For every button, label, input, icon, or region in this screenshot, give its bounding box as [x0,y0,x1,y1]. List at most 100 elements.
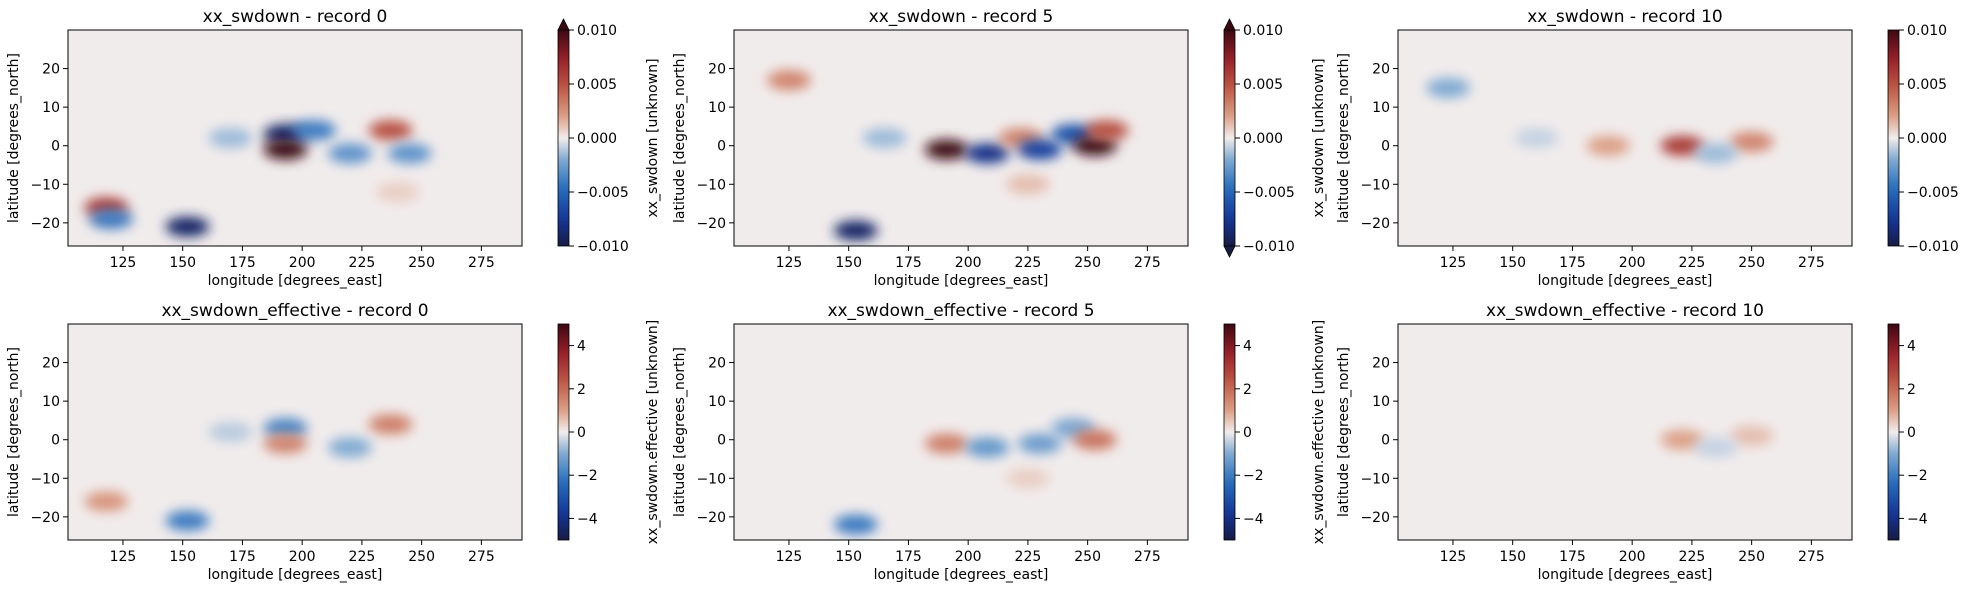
x-tick-label: 200 [289,255,316,271]
field-feature-4 [1072,429,1117,450]
x-tick-label: 275 [468,549,495,565]
colorbar-tick-label: 0.005 [1907,77,1947,93]
y-tick-label: 0 [51,139,60,155]
x-axis-label: longitude [degrees_east] [208,567,383,583]
x-tick-label: 250 [1074,255,1101,271]
x-tick-label: 175 [1559,255,1586,271]
x-tick-label: 150 [835,549,862,565]
chart-panel-4: 125 150 175 200 225 250 275−20−1001020xx_swdow… [672,301,1327,583]
y-tick-label: 20 [708,62,726,78]
colorbar-tick-label: 0.010 [1907,23,1947,39]
field-layer [1426,77,1774,164]
field-feature-5 [833,514,878,535]
y-tick-label: 0 [1381,433,1390,449]
field-feature-4 [327,143,372,164]
field-feature-0 [924,433,969,454]
x-tick-label: 275 [468,255,495,271]
colorbar-tick-label: −0.010 [1243,239,1295,255]
colorbar-tick-label: 2 [1907,382,1916,398]
x-tick-label: 225 [1679,255,1706,271]
x-tick-label: 125 [1440,549,1467,565]
y-axis-label: latitude [degrees_north] [672,347,688,517]
y-tick-label: −10 [696,177,726,193]
x-tick-label: 125 [1440,255,1467,271]
field-feature-3 [368,120,413,141]
x-tick-label: 250 [408,255,435,271]
x-tick-label: 150 [1499,255,1526,271]
field-feature-0 [1660,429,1705,450]
colorbar-tick-label: 2 [1243,382,1252,398]
y-tick-label: 20 [1372,62,1390,78]
field-feature-9 [208,128,253,148]
plot-frame [733,29,1189,247]
x-axis-label: longitude [degrees_east] [874,567,1049,583]
x-tick-label: 150 [1499,549,1526,565]
y-tick-label: −20 [696,216,726,232]
colorbar-tick-label: −2 [1243,468,1264,484]
colorbar-extend-max [1223,18,1236,31]
x-tick-label: 225 [1679,549,1706,565]
field-feature-2 [368,414,413,435]
x-tick-label: 225 [349,255,376,271]
field-layer [1660,425,1774,458]
colorbar-tick-label: 0.010 [577,23,617,39]
plot-frame [67,29,523,247]
y-axis-label: latitude [degrees_north] [1336,53,1352,223]
chart-title: xx_swdown_effective - record 5 [827,301,1094,321]
x-tick-label: 225 [349,549,376,565]
chart-title: xx_swdown_effective - record 0 [161,301,428,321]
field-feature-9 [1005,174,1050,195]
field-feature-4 [1426,77,1471,98]
y-tick-label: 20 [708,356,726,372]
y-tick-label: −10 [30,471,60,487]
field-feature-6 [1005,468,1050,489]
x-tick-label: 225 [1015,255,1042,271]
colorbar-tick-label: 0.000 [1907,131,1947,147]
x-tick-label: 125 [110,255,137,271]
colorbar-gradient [1887,29,1900,247]
x-tick-label: 200 [955,549,982,565]
plot-background [734,324,1188,540]
y-axis-label: latitude [degrees_north] [672,53,688,223]
colorbar-gradient [557,323,570,541]
x-axis-label: longitude [degrees_east] [208,273,383,289]
field-feature-5 [1072,135,1117,156]
field-feature-8 [89,209,134,229]
colorbar-tick-label: 0 [577,425,586,441]
x-tick-label: 250 [408,549,435,565]
x-tick-label: 175 [229,255,256,271]
x-tick-label: 200 [289,549,316,565]
plot-background [1398,324,1852,540]
colorbar-tick-label: 0.005 [1243,77,1283,93]
x-tick-label: 175 [229,549,256,565]
colorbar-tick-label: 2 [577,382,586,398]
field-feature-2 [1693,437,1738,458]
field-feature-1 [965,437,1010,458]
colorbar-gradient [1223,29,1236,247]
field-layer [84,120,432,237]
x-axis-label: longitude [degrees_east] [1538,567,1713,583]
colorbar-gradient [1223,323,1236,541]
field-feature-5 [387,143,432,164]
field-feature-4 [165,510,210,531]
colorbar-label: xx_swdown.effective [unknown] [1311,320,1327,544]
x-tick-label: 150 [835,255,862,271]
colorbar-tick-label: −2 [1907,468,1928,484]
chart-title: xx_swdown - record 5 [869,7,1054,27]
y-tick-label: 10 [42,394,60,410]
y-tick-label: 20 [42,356,60,372]
y-tick-label: −20 [696,510,726,526]
colorbar-label: xx_swdown.effective [unknown] [645,320,661,544]
y-axis-label: latitude [degrees_north] [6,53,22,223]
y-tick-label: −20 [30,510,60,526]
colorbar-extend-max [557,18,570,31]
colorbar-label: xx_swdown [unknown] [1311,58,1327,217]
colorbar-tick-label: −4 [1907,511,1928,527]
y-axis-label: latitude [degrees_north] [6,347,22,517]
x-tick-label: 150 [169,255,196,271]
chart-title: xx_swdown_effective - record 10 [1486,301,1764,321]
chart-title: xx_swdown - record 10 [1527,7,1723,27]
